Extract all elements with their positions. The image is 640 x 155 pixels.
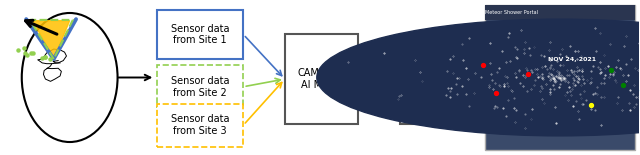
Bar [484,5,635,150]
Bar [400,35,473,124]
Circle shape [317,19,640,136]
Bar [285,35,358,124]
Bar [157,65,243,108]
Text: NOV 24, 2021: NOV 24, 2021 [548,57,596,62]
Text: Sensor data
from Site 3: Sensor data from Site 3 [171,114,230,136]
Text: Database &
API: Database & API [408,68,465,90]
Bar [484,5,635,20]
Text: CAMS-Net
AI Model: CAMS-Net AI Model [297,68,346,90]
Polygon shape [33,21,70,59]
Bar [157,10,243,59]
Bar [157,104,243,147]
Text: Sensor data
from Site 2: Sensor data from Site 2 [171,76,230,97]
Text: Sensor data
from Site 1: Sensor data from Site 1 [171,24,230,45]
Text: Meteor Shower Portal: Meteor Shower Portal [485,10,538,15]
